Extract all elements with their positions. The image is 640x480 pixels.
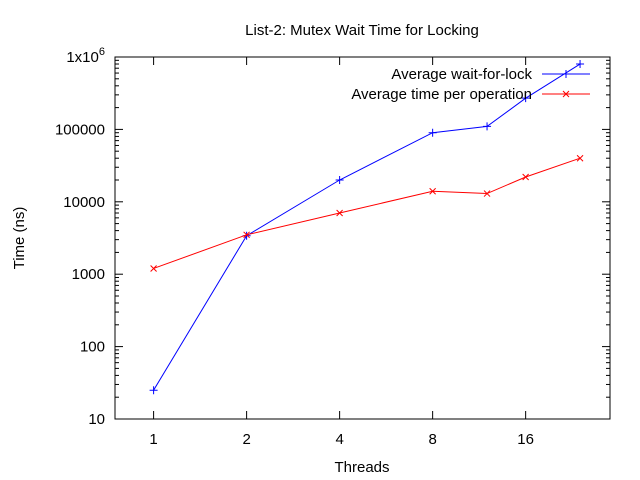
x-tick-label: 2 [242,431,250,448]
data-point [149,386,158,395]
chart-title: List-2: Mutex Wait Time for Locking [245,22,479,39]
series-2 [150,154,584,272]
legend-label: Average time per operation [351,86,532,103]
data-point [521,94,530,103]
data-point [562,90,570,98]
series-1 [149,60,585,395]
y-tick-label: 100000 [55,121,105,138]
y-tick-exponent: 6 [99,46,105,58]
y-tick-label: 1x106 [66,46,105,66]
data-point [243,231,250,239]
y-axis: 10 100 1000 10000 100000 1x106 [55,46,610,428]
x-tick-label: 1 [149,431,157,448]
x-axis: 1 2 4 8 16 [149,57,534,448]
x-axis-label: Threads [334,459,389,476]
data-point [483,190,491,197]
data-point [150,265,157,272]
data-point [336,209,343,217]
y-tick-label: 100 [80,339,105,356]
data-point [483,122,492,131]
y-tick-label: 1000 [72,266,105,283]
x-tick-label: 16 [517,431,534,448]
data-point [576,154,584,162]
data-point [428,128,437,137]
data-point [576,60,585,69]
y-tick-label: 10000 [63,194,105,211]
series-line [153,63,581,391]
data-point [562,70,570,78]
data-point [429,187,436,195]
series-line [153,157,581,269]
y-tick-label: 10 [88,411,105,428]
plot-frame [114,56,611,420]
series-layer [149,60,585,395]
legend: Average wait-for-lock Average time per op… [351,66,590,103]
x-tick-label: 8 [428,431,436,448]
y-axis-label: Time (ns) [11,207,28,270]
data-point [335,176,344,185]
legend-label: Average wait-for-lock [391,66,532,83]
x-tick-label: 4 [335,431,343,448]
data-point [522,173,530,181]
